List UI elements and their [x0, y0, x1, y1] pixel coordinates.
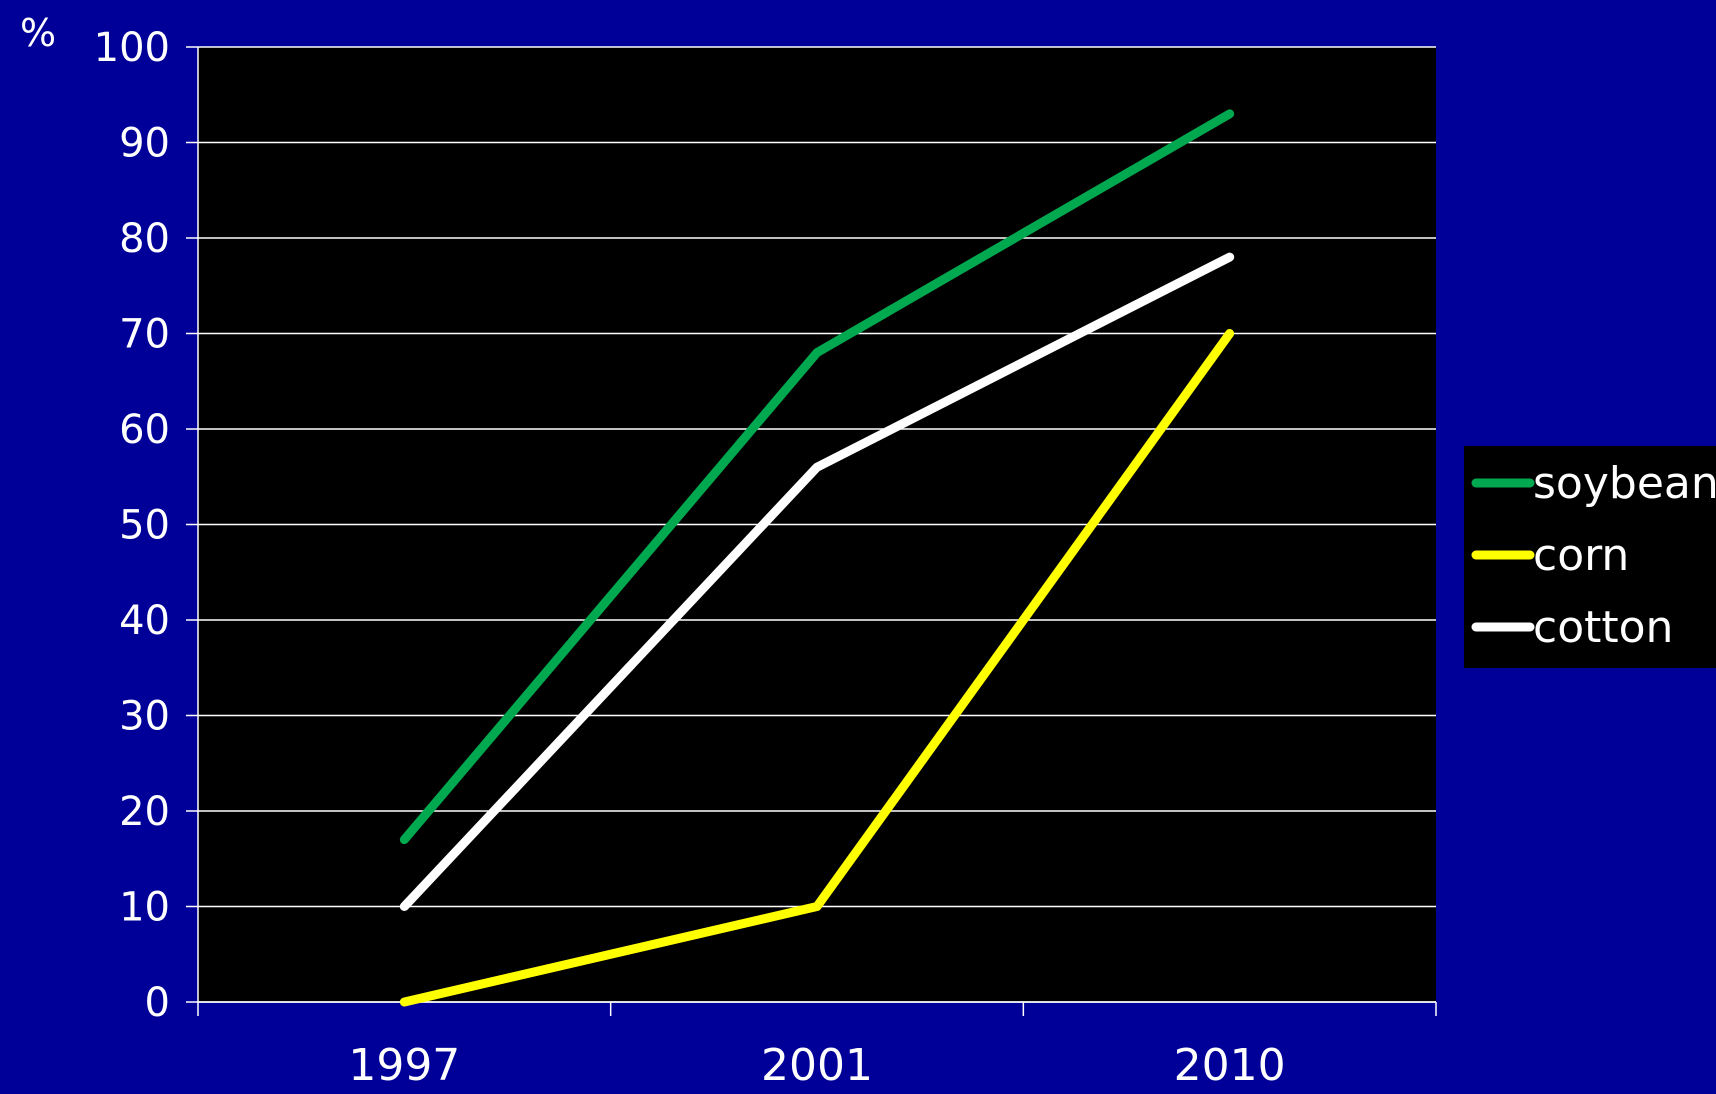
y-tick-label: 60	[119, 407, 170, 453]
x-tick-label: 2001	[761, 1040, 873, 1089]
y-tick-label: 70	[119, 312, 170, 358]
series-line-cotton	[399, 252, 1235, 911]
legend-label-soybean: soybean	[1533, 458, 1716, 509]
series-line-soybean	[399, 109, 1235, 845]
y-tick-label: 20	[119, 789, 170, 835]
y-tick-label: 10	[119, 885, 170, 931]
y-tick-label: 40	[119, 598, 170, 644]
axes: 0 10 20 30 40 50 60 70 80 90 100 1997 2001 2010	[94, 25, 1437, 1091]
y-tick-label: 90	[119, 121, 170, 167]
y-tick-label: 30	[119, 694, 170, 740]
y-tick-label: 80	[119, 216, 170, 262]
x-tick-label: 1997	[348, 1040, 460, 1089]
y-tick-label: 0	[145, 980, 170, 1026]
legend-label-cotton: cotton	[1533, 602, 1673, 653]
series-lines	[399, 109, 1235, 1007]
y-tick-label: 100	[94, 25, 170, 71]
legend-label-corn: corn	[1533, 530, 1629, 581]
y-tick-label: 50	[119, 503, 170, 549]
y-axis-label: %	[20, 11, 56, 55]
legend: soybean corn cotton	[1464, 446, 1716, 668]
series-line-corn	[399, 329, 1235, 1007]
x-tick-label: 2010	[1174, 1040, 1286, 1089]
